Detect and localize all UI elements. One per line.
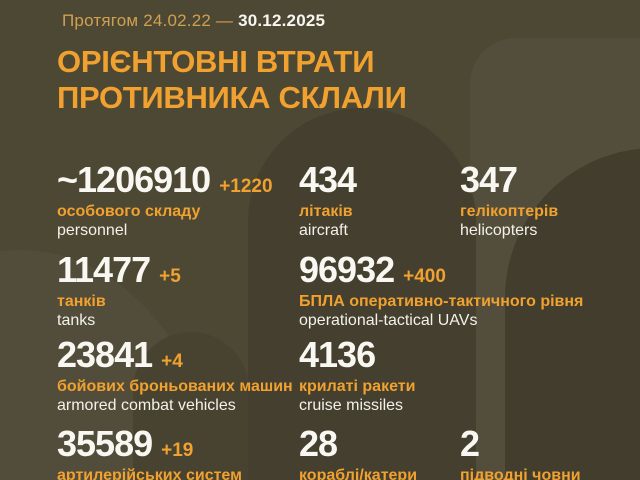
stat-delta: +400 xyxy=(403,266,446,287)
stat-delta: +19 xyxy=(161,440,194,461)
stat-value: 28 xyxy=(299,423,338,464)
stat-value: 23841 xyxy=(57,334,153,375)
stat-label-en: aircraft xyxy=(299,222,348,239)
stat-value: 35589 xyxy=(57,423,153,464)
stat-value: 11477 xyxy=(57,249,151,290)
stat-label-uk: кораблі/катери xyxy=(299,467,418,480)
stat-value: 2 xyxy=(460,423,480,464)
stat-delta: +1220 xyxy=(219,176,273,197)
stat-block-personnel: ~1206910 +1220 особового складу personne… xyxy=(57,159,273,240)
stat-block-aircraft: 434 літаків aircraft xyxy=(299,159,365,240)
stat-label-uk: особового складу xyxy=(57,203,201,220)
stat-block-submarines: 2 підводні човни xyxy=(460,426,581,480)
stat-delta: +5 xyxy=(159,266,181,287)
stat-label-en: cruise missiles xyxy=(299,397,404,414)
page-title-line1: ОРІЄНТОВНІ ВТРАТИ xyxy=(57,44,375,79)
stat-value: 434 xyxy=(299,159,357,200)
period-label: Протягом 24.02.22 — xyxy=(62,11,234,30)
page-title-line2: ПРОТИВНИКА СКЛАЛИ xyxy=(57,80,407,115)
stat-block-ships: 28 кораблі/катери xyxy=(299,426,417,480)
period-header: Протягом 24.02.22 — 30.12.2025 xyxy=(62,11,325,31)
trident-silhouette-left-tine xyxy=(133,332,249,480)
stat-value: ~1206910 xyxy=(57,159,211,200)
trident-silhouette-center-tine xyxy=(248,108,476,480)
stat-label-en: operational-tactical UAVs xyxy=(299,312,478,329)
stat-label-uk: крилаті ракети xyxy=(299,378,416,395)
stat-label-uk: танків xyxy=(57,293,106,310)
stat-label-uk: літаків xyxy=(299,203,353,220)
stat-value: 4136 xyxy=(299,334,376,375)
period-end-date: 30.12.2025 xyxy=(238,11,326,30)
stat-label-en: tanks xyxy=(57,312,96,329)
stat-label-uk: гелікоптерів xyxy=(460,203,559,220)
stat-value: 96932 xyxy=(299,249,395,290)
stat-label-uk: підводні човни xyxy=(460,467,581,480)
stat-label-uk: бойових броньованих машин xyxy=(57,378,293,395)
stat-label-uk: БПЛА оперативно-тактичного рівня xyxy=(299,293,584,310)
stat-block-tanks: 11477 +5 танків tanks xyxy=(57,249,181,330)
stat-block-helicopters: 347 гелікоптерів helicopters xyxy=(460,159,559,240)
stat-block-armored-vehicles: 23841 +4 бойових броньованих машин armor… xyxy=(57,334,293,415)
stat-label-en: helicopters xyxy=(460,222,538,239)
stat-label-en: armored combat vehicles xyxy=(57,397,236,414)
stat-block-cruise-missiles: 4136 крилаті ракети cruise missiles xyxy=(299,334,416,415)
stat-block-artillery: 35589 +19 артилерійських систем xyxy=(57,426,242,480)
stat-value: 347 xyxy=(460,159,518,200)
stat-label-uk: артилерійських систем xyxy=(57,467,242,480)
page-title: ОРІЄНТОВНІ ВТРАТИ ПРОТИВНИКА СКЛАЛИ xyxy=(57,44,407,116)
stat-delta: +4 xyxy=(161,351,183,372)
stat-block-uavs: 96932 +400 БПЛА оперативно-тактичного рі… xyxy=(299,249,584,330)
stat-label-en: personnel xyxy=(57,222,128,239)
